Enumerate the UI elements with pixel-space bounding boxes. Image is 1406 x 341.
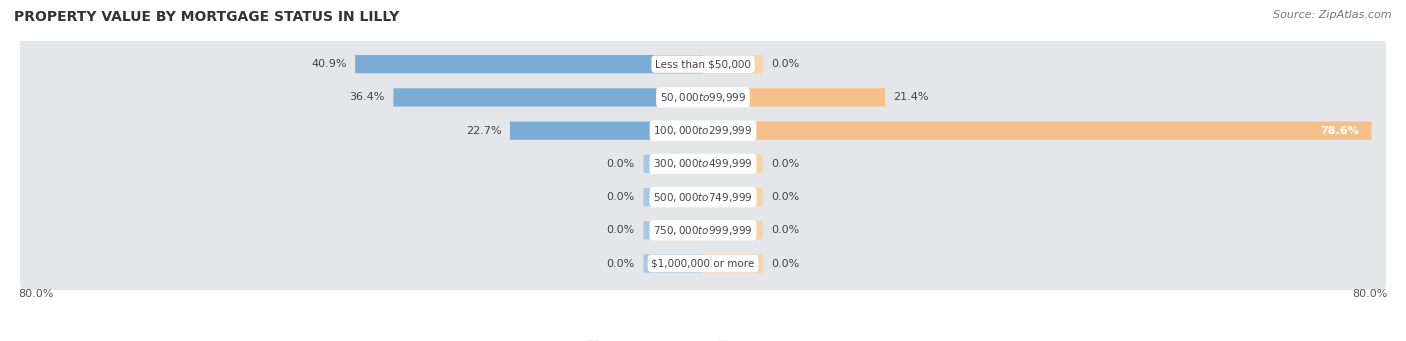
Text: Source: ZipAtlas.com: Source: ZipAtlas.com — [1274, 10, 1392, 20]
FancyBboxPatch shape — [703, 188, 762, 206]
FancyBboxPatch shape — [394, 88, 703, 106]
FancyBboxPatch shape — [20, 170, 1386, 223]
FancyBboxPatch shape — [644, 188, 703, 206]
FancyBboxPatch shape — [20, 137, 1386, 190]
Text: 0.0%: 0.0% — [770, 159, 799, 169]
Text: 0.0%: 0.0% — [607, 159, 636, 169]
Text: 40.9%: 40.9% — [311, 59, 347, 69]
FancyBboxPatch shape — [703, 55, 762, 73]
Text: $1,000,000 or more: $1,000,000 or more — [651, 258, 755, 268]
FancyBboxPatch shape — [703, 221, 762, 239]
Text: $100,000 to $299,999: $100,000 to $299,999 — [654, 124, 752, 137]
Text: $300,000 to $499,999: $300,000 to $499,999 — [654, 157, 752, 170]
Text: 80.0%: 80.0% — [1353, 289, 1388, 299]
FancyBboxPatch shape — [20, 237, 1386, 290]
Text: 0.0%: 0.0% — [607, 192, 636, 202]
FancyBboxPatch shape — [703, 155, 762, 173]
FancyBboxPatch shape — [510, 121, 703, 140]
Text: $50,000 to $99,999: $50,000 to $99,999 — [659, 91, 747, 104]
Text: 36.4%: 36.4% — [350, 92, 385, 102]
Text: 21.4%: 21.4% — [894, 92, 929, 102]
FancyBboxPatch shape — [644, 254, 703, 273]
Text: 80.0%: 80.0% — [18, 289, 53, 299]
Text: 0.0%: 0.0% — [770, 225, 799, 235]
Text: 0.0%: 0.0% — [770, 59, 799, 69]
FancyBboxPatch shape — [20, 38, 1386, 91]
Text: 0.0%: 0.0% — [770, 192, 799, 202]
Text: 78.6%: 78.6% — [1320, 125, 1358, 136]
Text: 0.0%: 0.0% — [770, 258, 799, 268]
FancyBboxPatch shape — [356, 55, 703, 73]
Text: $500,000 to $749,999: $500,000 to $749,999 — [654, 191, 752, 204]
Text: 0.0%: 0.0% — [607, 258, 636, 268]
FancyBboxPatch shape — [703, 88, 884, 106]
FancyBboxPatch shape — [20, 71, 1386, 124]
FancyBboxPatch shape — [644, 221, 703, 239]
FancyBboxPatch shape — [644, 155, 703, 173]
Text: Less than $50,000: Less than $50,000 — [655, 59, 751, 69]
FancyBboxPatch shape — [20, 104, 1386, 157]
Text: 0.0%: 0.0% — [607, 225, 636, 235]
FancyBboxPatch shape — [703, 121, 1371, 140]
FancyBboxPatch shape — [703, 254, 762, 273]
Text: $750,000 to $999,999: $750,000 to $999,999 — [654, 224, 752, 237]
Text: 22.7%: 22.7% — [465, 125, 502, 136]
Text: PROPERTY VALUE BY MORTGAGE STATUS IN LILLY: PROPERTY VALUE BY MORTGAGE STATUS IN LIL… — [14, 10, 399, 24]
FancyBboxPatch shape — [20, 204, 1386, 257]
